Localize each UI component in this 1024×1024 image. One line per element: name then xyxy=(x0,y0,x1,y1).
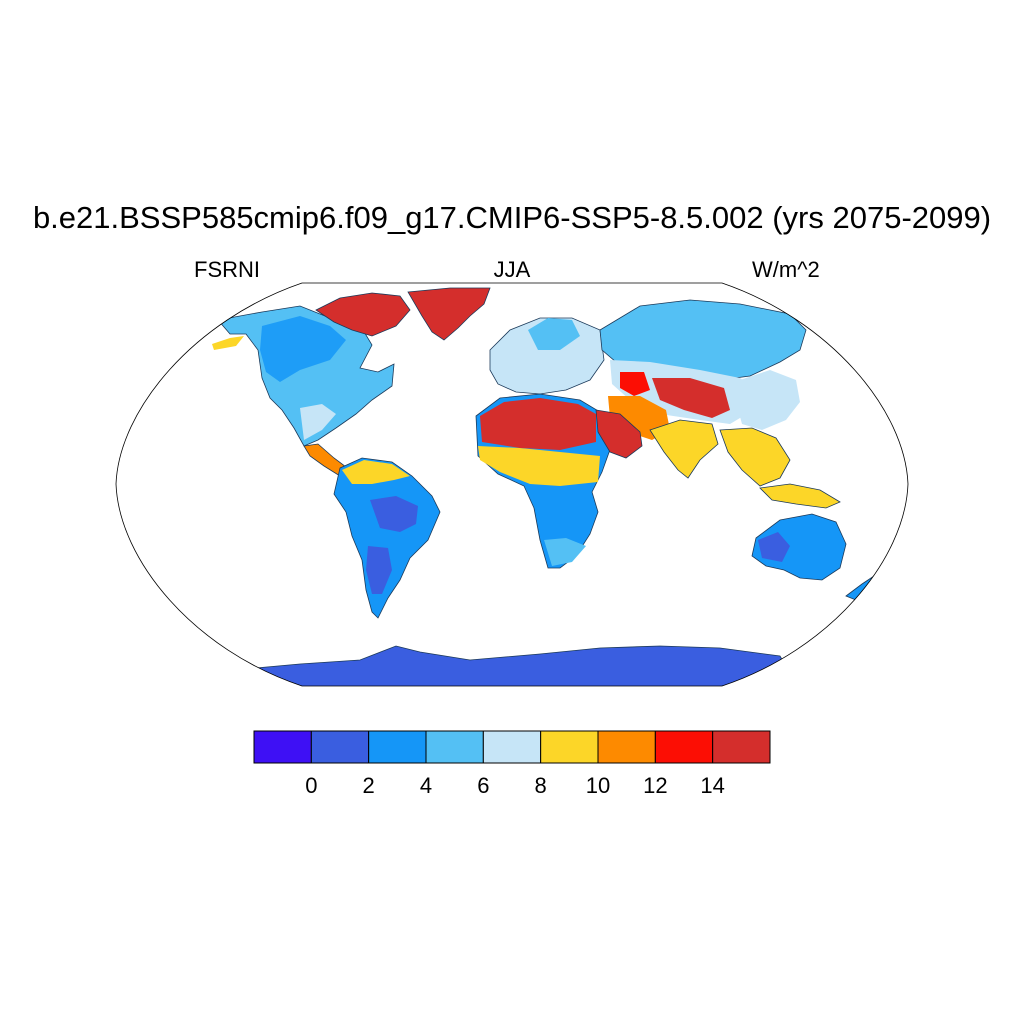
region-northern-south-america xyxy=(342,460,410,484)
region-sahara xyxy=(480,398,596,450)
colorbar-boxes xyxy=(253,730,771,764)
colorbar-box xyxy=(597,730,656,764)
region-canadian-arctic xyxy=(315,292,411,337)
season-label: JJA xyxy=(493,257,531,282)
colorbar-tick-label: 2 xyxy=(363,773,375,798)
colorbar-box xyxy=(712,730,771,764)
map-boundary xyxy=(115,282,909,687)
region-western-australia xyxy=(758,532,790,562)
region-arabian-peninsula xyxy=(595,409,643,459)
colorbar-tick-label: 0 xyxy=(305,773,317,798)
colorbar-box xyxy=(654,730,714,764)
region-patagonia xyxy=(366,546,392,594)
region-india xyxy=(649,419,719,479)
region-alaska-coast xyxy=(212,336,244,350)
region-east-asia xyxy=(736,370,800,430)
units-label: W/m^2 xyxy=(752,257,820,282)
region-greenland xyxy=(407,287,491,341)
colorbar-box xyxy=(253,730,312,764)
region-south-america xyxy=(333,457,441,619)
region-indonesia xyxy=(759,483,841,509)
colorbar-tick-label: 4 xyxy=(420,773,432,798)
region-gulf-coast xyxy=(300,404,336,440)
colorbar-box xyxy=(425,730,484,764)
colorbar-tick-label: 6 xyxy=(477,773,489,798)
region-sahel xyxy=(478,446,600,486)
plot-title: b.e21.BSSP585cmip6.f09_g17.CMIP6-SSP5-8.… xyxy=(32,200,992,235)
region-caspian-desert xyxy=(620,372,650,396)
colorbar-box xyxy=(482,730,542,764)
region-southern-africa xyxy=(544,538,586,566)
region-antarctica xyxy=(228,645,801,686)
colorbar-tick-label: 10 xyxy=(586,773,610,798)
region-scandinavia xyxy=(528,318,580,350)
colorbar-tick-label: 8 xyxy=(535,773,547,798)
region-north-america-west xyxy=(260,316,346,382)
colorbar-box xyxy=(368,730,427,764)
land-layer xyxy=(212,287,875,686)
colorbar-labels: 0 2 4 6 8 10 12 14 xyxy=(305,773,725,798)
colorbar-box xyxy=(310,730,370,764)
region-amazon xyxy=(370,496,418,532)
region-central-asia-deserts xyxy=(652,378,730,418)
region-australia xyxy=(751,513,847,581)
variable-label: FSRNI xyxy=(194,257,260,282)
region-southeast-asia xyxy=(719,427,791,487)
colorbar-box xyxy=(540,730,599,764)
colorbar-tick-label: 14 xyxy=(700,773,724,798)
colorbar-tick-label: 12 xyxy=(643,773,667,798)
